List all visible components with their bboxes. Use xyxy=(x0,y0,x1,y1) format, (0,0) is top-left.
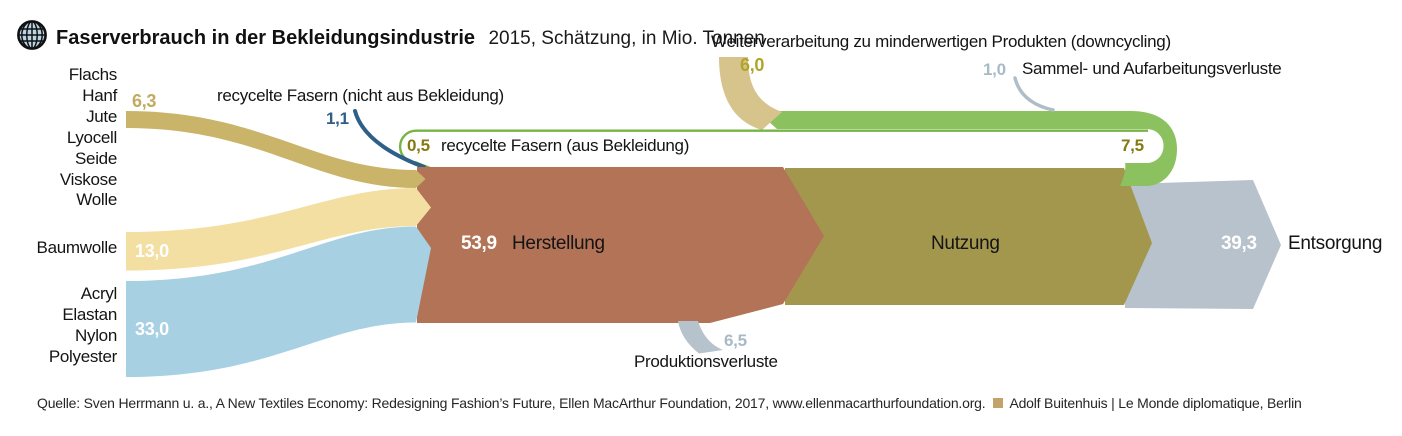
label-entsorgung: Entsorgung xyxy=(1288,233,1383,254)
flow-natural-fibers xyxy=(126,111,426,188)
label-collection-losses: Sammel- und Aufarbeitungsverluste xyxy=(1022,59,1282,78)
credit-marker-icon xyxy=(993,398,1004,408)
source-credit: Quelle: Sven Herrmann u. a., A New Texti… xyxy=(37,395,986,411)
source-label: Elastan xyxy=(62,305,117,324)
source-label: Polyester xyxy=(48,347,117,366)
value-downcycling: 6,0 xyxy=(740,55,765,75)
title-bar: Faserverbrauch in der Bekleidungsindustr… xyxy=(56,27,765,50)
source-label: Wolle xyxy=(76,190,117,210)
value-production-losses: 6,5 xyxy=(724,331,747,350)
source-label: Viskose xyxy=(59,169,117,189)
source-label: Nylon xyxy=(75,326,117,345)
pill-recycled-from-clothing xyxy=(399,129,1164,163)
page-title: Faserverbrauch in der Bekleidungsindustr… xyxy=(56,27,476,49)
source-label: Jute xyxy=(86,106,117,126)
label-downcycling: Weiterverarbeitung zu minderwertigen Pro… xyxy=(711,32,1171,51)
source-label: Seide xyxy=(75,148,117,168)
flow-cotton xyxy=(126,188,431,271)
flow-recycled-not-from-clothing xyxy=(353,109,426,169)
globe-icon xyxy=(17,20,47,50)
node-herstellung xyxy=(417,167,824,323)
value-entsorgung: 39,3 xyxy=(1221,233,1257,254)
label-herstellung: Herstellung xyxy=(512,233,605,254)
label-recycled-not-from-clothing: recycelte Fasern (nicht aus Bekleidung) xyxy=(217,86,504,105)
value-collection-losses: 1,0 xyxy=(983,60,1006,79)
flow-collected-recycling xyxy=(757,111,1177,186)
label-production-losses: Produktionsverluste xyxy=(634,352,778,371)
flow-synthetics xyxy=(126,226,431,377)
page-subtitle: 2015, Schätzung, in Mio. Tonnen xyxy=(488,28,765,49)
value-cotton: 13,0 xyxy=(135,241,169,261)
value-recycled-not-from-clothing: 1,1 xyxy=(326,109,349,128)
value-natural-fibers: 6,3 xyxy=(132,91,157,111)
flow-collection-losses xyxy=(1013,76,1055,112)
value-collected-recycling: 7,5 xyxy=(1121,136,1144,155)
node-entsorgung xyxy=(1125,180,1281,309)
source-label-cotton: Baumwolle xyxy=(36,238,118,257)
source-label: Flachs xyxy=(68,65,118,84)
label-nutzung: Nutzung xyxy=(931,233,1000,254)
source-label: Hanf xyxy=(82,85,117,105)
label-recycled-from-clothing: recycelte Fasern (aus Bekleidung) xyxy=(441,136,690,155)
source-labels-synthetics: Acryl Elastan Nylon Polyester xyxy=(0,283,117,367)
value-herstellung: 53,9 xyxy=(461,233,497,254)
source-label: Acryl xyxy=(80,284,118,303)
node-nutzung xyxy=(785,168,1152,305)
footer: Quelle: Sven Herrmann u. a., A New Texti… xyxy=(37,395,1302,411)
value-synthetics: 33,0 xyxy=(135,319,169,339)
flow-downcycling xyxy=(719,57,782,130)
value-recycled-from-clothing: 0,5 xyxy=(407,136,430,155)
author-credit: Adolf Buitenhuis | Le Monde diplomatique… xyxy=(1009,395,1302,411)
source-labels-natural-fibers: Flachs Hanf Jute Lyocell Seide Viskose W… xyxy=(0,65,117,211)
source-label: Lyocell xyxy=(66,127,117,147)
flow-production-losses xyxy=(678,321,723,354)
